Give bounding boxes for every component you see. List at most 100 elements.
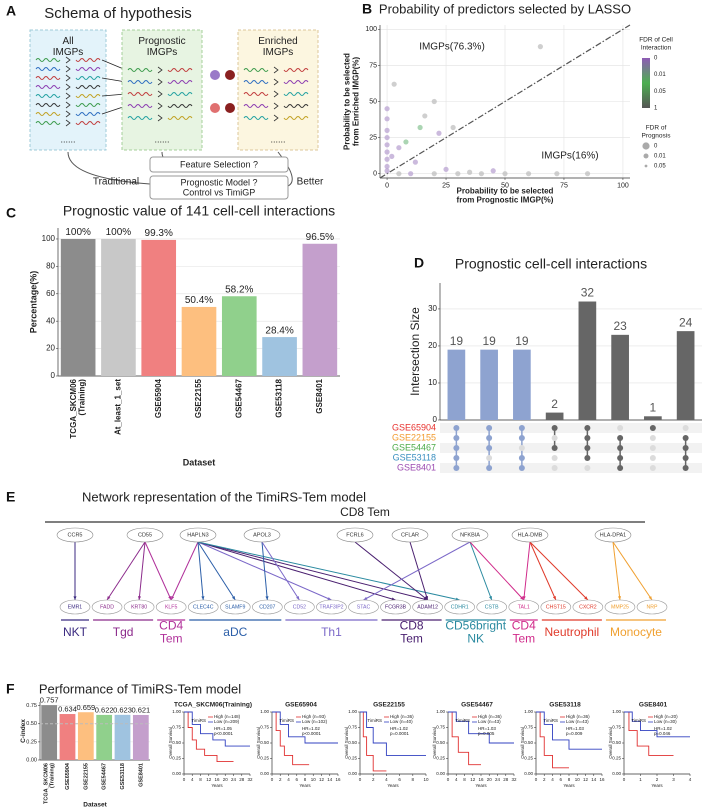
target-node — [412, 599, 443, 615]
point — [384, 142, 390, 148]
bar — [96, 714, 113, 760]
matrix-dot — [649, 455, 656, 461]
edge-arrow — [73, 596, 77, 600]
x-tick-label: GSE54467 — [234, 378, 243, 418]
gene-wave — [283, 92, 309, 96]
point — [436, 130, 442, 136]
point — [478, 171, 485, 177]
legend-label: High (n=93) — [302, 714, 326, 719]
chevron — [157, 90, 163, 98]
x-axis-label: Dataset — [83, 802, 107, 809]
panel-letter: F — [6, 681, 15, 697]
schema-box-label: Prognostic — [138, 36, 185, 47]
y-tick-label: 0.75 — [436, 725, 445, 730]
edge — [197, 541, 460, 601]
matrix-dot — [649, 445, 656, 451]
size-label: 0.01 — [654, 154, 666, 160]
bar — [114, 714, 131, 760]
target-label: STAC — [357, 604, 371, 610]
legend-title: TimiRS — [191, 718, 206, 723]
bar — [447, 349, 466, 420]
matrix-dot — [682, 425, 689, 431]
source-node — [126, 527, 164, 543]
point — [384, 134, 390, 141]
matrix-dot — [486, 435, 493, 441]
edge — [197, 541, 396, 601]
value-label: 100% — [106, 227, 132, 238]
panel-letter: E — [6, 489, 15, 505]
annotation: HR=1.02 — [302, 726, 320, 731]
y-tick-label: 100 — [365, 26, 377, 33]
source-label: FCRL6 — [346, 532, 363, 538]
y-tick-label: 0.00 — [348, 771, 357, 776]
target-node — [284, 599, 315, 615]
y-tick-label: 1.00 — [348, 709, 357, 714]
y-tick-label: 0.50 — [348, 740, 357, 745]
better-label: Better — [297, 177, 324, 188]
y-tick-label: 0 — [51, 371, 56, 380]
source-node — [391, 527, 429, 543]
x-axis-label: from Prognostic IMGP(%) — [457, 196, 554, 205]
value-label: 96.5% — [306, 232, 334, 243]
y-tick-label: 0.00 — [260, 771, 269, 776]
chart-title: GSE54467 — [461, 702, 493, 709]
matrix-dot — [486, 465, 493, 471]
edge — [612, 541, 653, 601]
x-tick-label: GSE54467 — [102, 763, 108, 790]
y-tick-label: 0.25 — [260, 756, 269, 761]
x-axis-label: Years — [299, 783, 311, 788]
target-node — [572, 599, 604, 615]
y-axis-label: Overall Survival — [256, 727, 261, 759]
x-tick-label: 75 — [560, 182, 568, 189]
cell — [210, 103, 220, 113]
x-tick-label: 28 — [503, 777, 509, 782]
edge — [523, 541, 531, 601]
source-node — [511, 527, 549, 543]
survival-curve — [184, 711, 250, 747]
x-tick-label: 4 — [455, 777, 458, 782]
x-tick-label: GSE22155 — [83, 763, 89, 790]
y-tick-label: 100 — [42, 234, 56, 243]
edge — [170, 541, 199, 601]
bar — [77, 712, 94, 760]
feature-selection: Feature Selection ? — [180, 159, 258, 169]
edge-arrow — [648, 596, 652, 600]
point — [391, 81, 397, 87]
edge — [354, 541, 428, 601]
target-label: CXCR2 — [579, 604, 597, 610]
x-tick-label: 16 — [335, 777, 341, 782]
gene-wave — [35, 94, 61, 98]
matrix-dot — [584, 425, 591, 431]
schema-box-label: IMGPs — [53, 47, 84, 58]
bar — [676, 331, 695, 420]
point — [384, 116, 390, 122]
gene-wave — [167, 104, 193, 108]
legend-label: Low (n=43) — [566, 719, 589, 724]
y-tick-label: 1.00 — [612, 709, 621, 714]
chevron — [157, 114, 163, 122]
matrix-dot — [649, 425, 656, 431]
y-tick-label: 30 — [428, 304, 437, 313]
point — [431, 171, 437, 177]
legend-label: Low (n=43) — [478, 719, 501, 724]
bar — [644, 416, 662, 420]
matrix-dot — [453, 435, 460, 441]
survival-curve — [448, 711, 481, 766]
annotation: p=0.009 — [566, 731, 583, 736]
edge-arrow — [584, 596, 588, 600]
matrix-dot — [518, 445, 525, 451]
edge-arrow — [265, 596, 269, 600]
chart-title: TCGA_SKCM06(Training) — [174, 702, 252, 709]
bar — [101, 238, 136, 376]
legend-label: High (n=36) — [478, 714, 502, 719]
matrix-band — [440, 443, 702, 453]
edge-arrow — [391, 597, 396, 601]
gene-wave — [35, 112, 61, 116]
panel-letter: B — [362, 1, 372, 17]
gene-wave — [75, 58, 101, 62]
target-label: KLF5 — [165, 604, 178, 610]
y-tick-label: 1.00 — [436, 709, 445, 714]
gene-wave — [243, 68, 269, 72]
y-tick-label: 0.75 — [524, 725, 533, 730]
edge-arrow — [327, 597, 332, 600]
